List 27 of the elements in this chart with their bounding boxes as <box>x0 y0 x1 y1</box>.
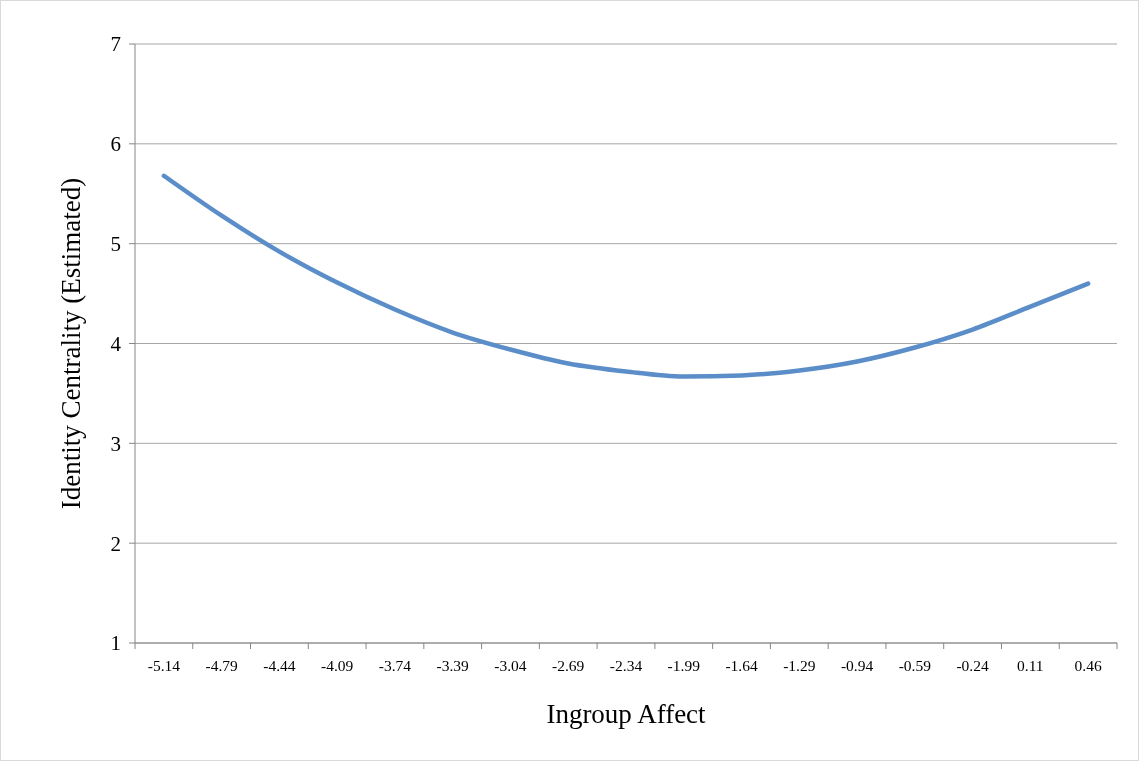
x-tick-label: -1.99 <box>667 657 701 674</box>
x-axis-title: Ingroup Affect <box>546 699 707 729</box>
y-tick-label: 7 <box>110 32 121 57</box>
y-tick-label: 3 <box>110 431 121 456</box>
x-tick-label: -1.64 <box>725 657 758 674</box>
y-tick-label: 1 <box>110 631 121 656</box>
x-tick-label: -0.24 <box>956 657 989 674</box>
x-tick-label: -5.14 <box>147 657 181 674</box>
x-tick-label: -2.34 <box>609 657 643 674</box>
x-tick-label: -4.44 <box>263 657 296 674</box>
x-tick-label: -0.59 <box>898 657 932 674</box>
x-tick-label: -3.74 <box>378 657 412 674</box>
y-tick-label: 6 <box>110 132 121 157</box>
y-axis-title: Identity Centrality (Estimated) <box>56 177 86 510</box>
x-tick-label: 0.11 <box>1017 657 1044 674</box>
y-tick-label: 4 <box>110 331 122 356</box>
x-tick-label: -2.69 <box>552 657 585 674</box>
line-series <box>161 173 1091 379</box>
x-tick-label: 0.46 <box>1074 657 1102 674</box>
y-tick-label: 5 <box>110 232 121 257</box>
x-tick-label: -4.79 <box>205 657 239 674</box>
x-tick-label: -1.29 <box>783 657 816 674</box>
x-tick-label: -0.94 <box>840 657 874 674</box>
y-tick-label: 2 <box>110 531 121 556</box>
x-tick-label: -3.04 <box>494 657 527 674</box>
x-tick-label: -3.39 <box>436 657 470 674</box>
x-tick-label: -4.09 <box>321 657 354 674</box>
